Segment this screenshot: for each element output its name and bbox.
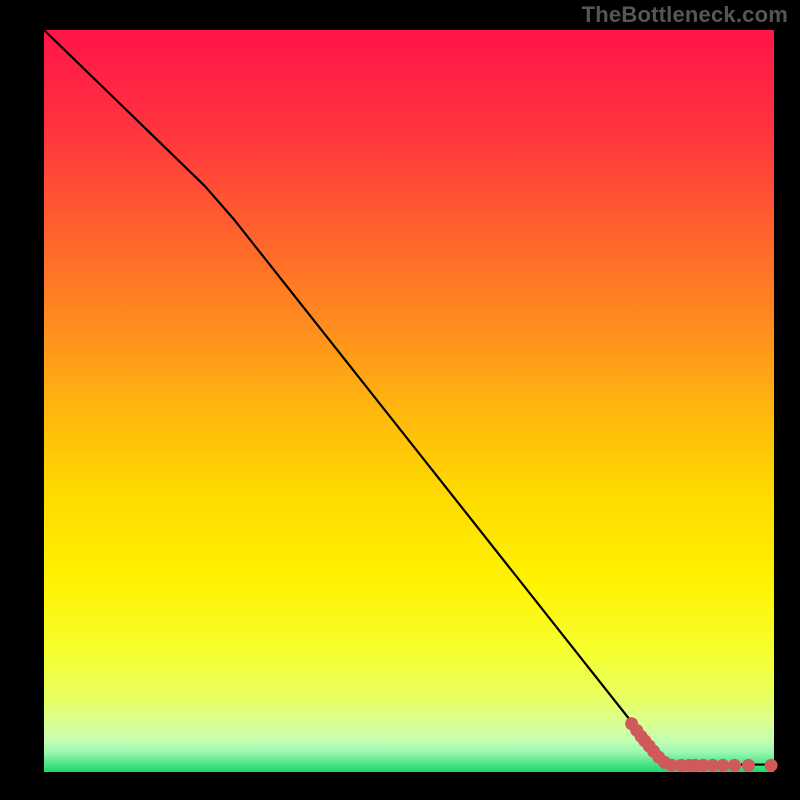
chart-frame: TheBottleneck.com [0, 0, 800, 800]
gradient-fill [44, 30, 774, 772]
data-marker [728, 759, 741, 772]
plot-area [44, 30, 774, 772]
data-marker [765, 759, 778, 772]
plot-svg [44, 30, 774, 772]
watermark-text: TheBottleneck.com [582, 2, 788, 28]
data-marker [742, 759, 755, 772]
data-marker [716, 759, 729, 772]
